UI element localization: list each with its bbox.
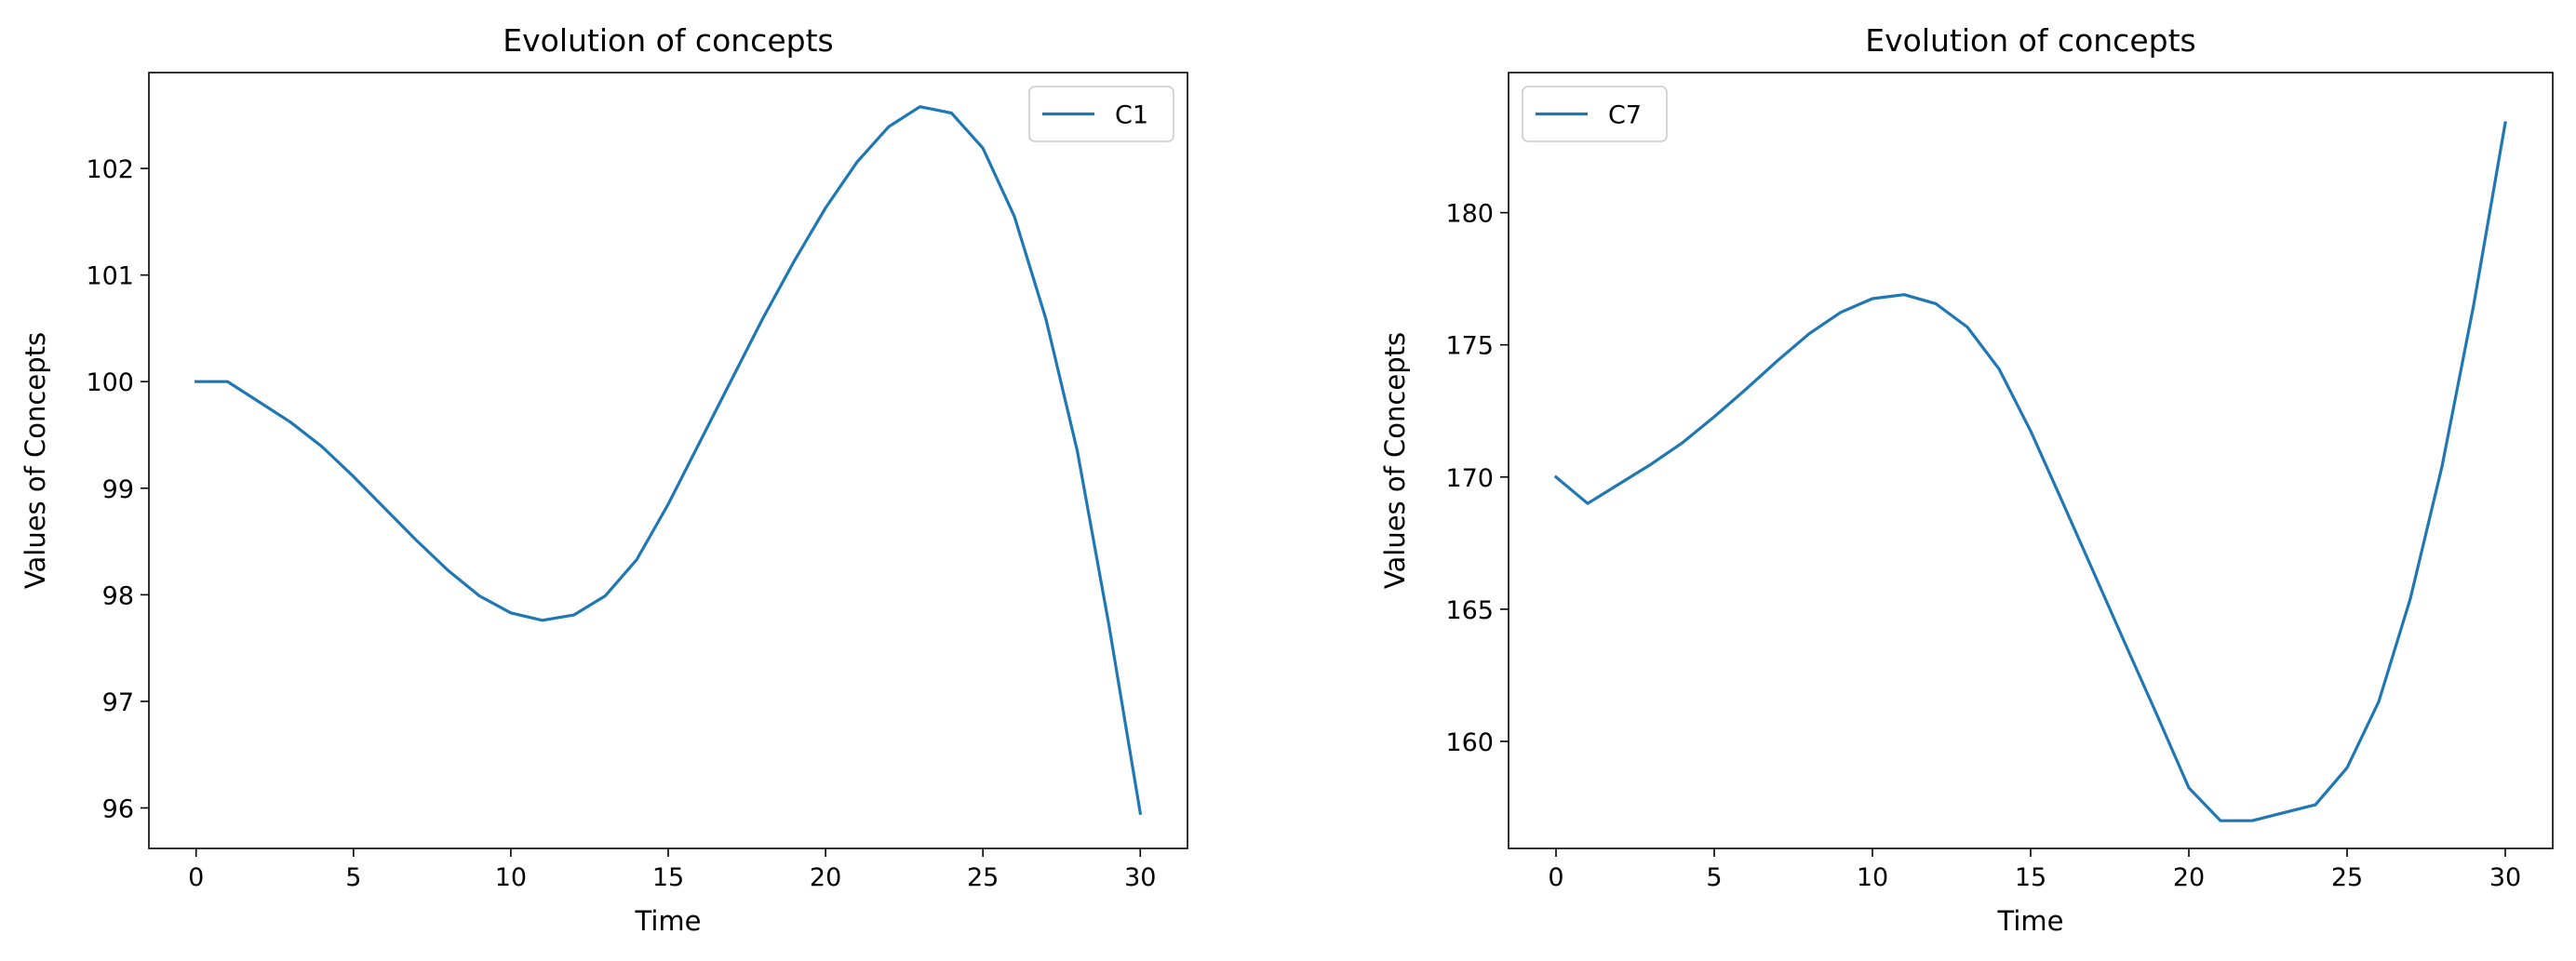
- x-tick-label: 10: [1857, 863, 1888, 892]
- legend-label: C1: [1115, 101, 1148, 130]
- x-axis-label: Time: [1997, 905, 2064, 937]
- legend: C7: [1522, 86, 1668, 142]
- legend-box: [1028, 86, 1174, 142]
- y-tick-label: 102: [86, 155, 134, 184]
- x-tick-label: 15: [2015, 863, 2046, 892]
- chart-title: Evolution of concepts: [1865, 22, 2195, 59]
- x-tick-label: 20: [2173, 863, 2205, 892]
- plot-area: [148, 72, 1188, 849]
- series-line-C1: [195, 105, 1143, 816]
- plot-area: [1508, 72, 2554, 849]
- x-tick-label: 20: [810, 863, 841, 892]
- y-tick-label: 101: [86, 262, 134, 291]
- x-tick-label: 25: [967, 863, 999, 892]
- y-tick-label: 99: [102, 475, 134, 504]
- y-tick-label: 165: [1445, 596, 1494, 625]
- series-line-C7: [1553, 121, 2507, 822]
- y-tick-label: 160: [1445, 728, 1494, 757]
- x-tick-label: 25: [2331, 863, 2363, 892]
- y-tick-label: 180: [1445, 200, 1494, 229]
- y-tick-label: 175: [1445, 332, 1494, 361]
- x-tick-label: 5: [345, 863, 361, 892]
- y-axis-label: Values of Concepts: [1379, 332, 1411, 589]
- y-tick-label: 100: [86, 368, 134, 397]
- chart-1: 0 5 10 15 20 25 30 96 97 98 99 100 101 102 Evolution o…: [20, 22, 1188, 937]
- y-tick-label: 96: [102, 794, 134, 823]
- x-tick-label: 15: [652, 863, 684, 892]
- x-tick-label: 10: [495, 863, 527, 892]
- legend-box: [1522, 86, 1668, 142]
- x-tick-label: 30: [2489, 863, 2521, 892]
- y-tick-label: 98: [102, 581, 134, 610]
- x-tick-label: 0: [188, 863, 204, 892]
- legend-label: C7: [1608, 101, 1642, 130]
- x-tick-label: 30: [1124, 863, 1156, 892]
- y-axis-label: Values of Concepts: [20, 332, 51, 589]
- x-axis-label: Time: [635, 905, 702, 937]
- y-tick-label: 97: [102, 688, 134, 717]
- chart-title: Evolution of concepts: [503, 22, 833, 59]
- chart-2: 0 5 10 15 20 25 30 160 165 170 175 180 Evolution of …: [1379, 22, 2554, 937]
- x-tick-label: 0: [1548, 863, 1563, 892]
- legend: C1: [1028, 86, 1174, 142]
- x-tick-label: 5: [1706, 863, 1722, 892]
- y-tick-label: 170: [1445, 464, 1494, 493]
